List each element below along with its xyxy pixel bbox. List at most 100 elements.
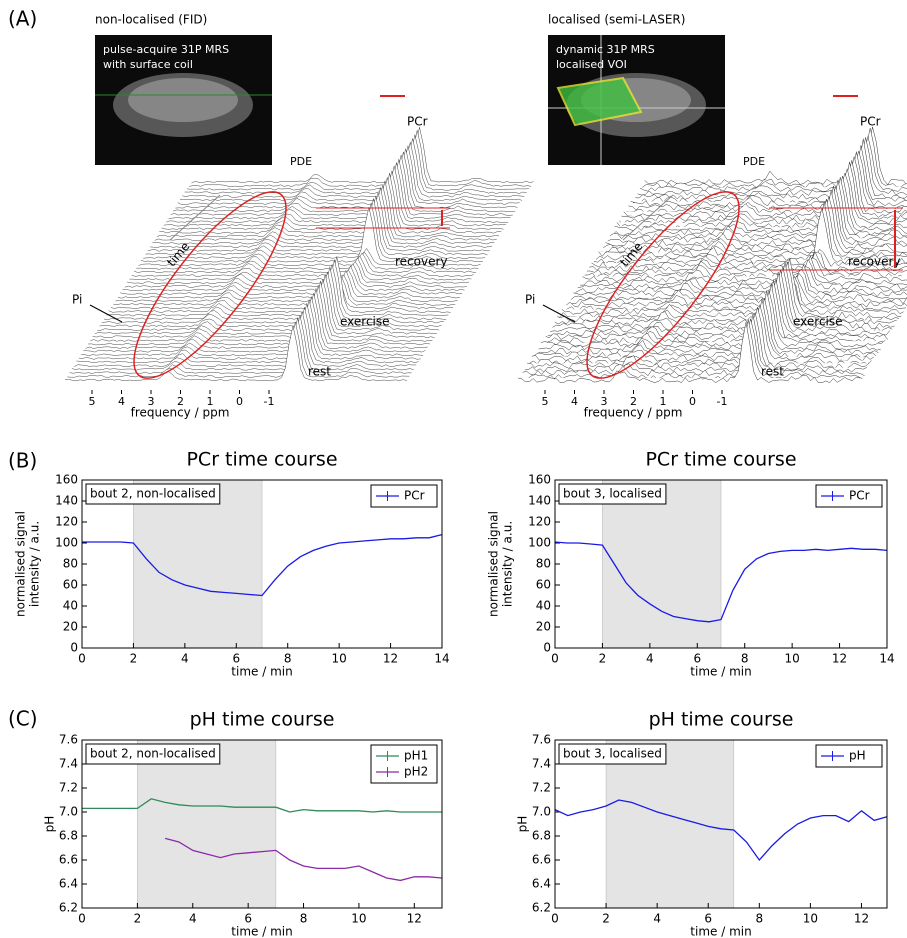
spectrum-trace (99, 271, 442, 328)
x-axis-label: time / min (231, 665, 292, 679)
spectrum-trace (94, 279, 437, 335)
spectrum-trace (177, 148, 520, 205)
y-axis-label: pH (516, 816, 530, 833)
peak-label: PCr (860, 115, 881, 129)
x-axis-label: time / min (231, 925, 292, 938)
spectrum-trace (122, 265, 465, 292)
y-tick-label: 7.6 (532, 733, 551, 747)
legend-label: pH1 (404, 749, 428, 763)
spectrum-trace (166, 165, 509, 223)
spectrum-trace (644, 126, 907, 186)
spectrum-trace (129, 257, 472, 281)
peak-label: Pi (525, 293, 535, 307)
x-tick-label: 12 (854, 912, 869, 926)
y-tick-label: 7.0 (59, 805, 78, 819)
spectrum-trace (630, 150, 907, 207)
x-tick-label: 3 (601, 395, 608, 408)
x-tick-label: 0 (551, 652, 559, 666)
spectrum-trace (108, 256, 451, 313)
spectrum-trace (545, 280, 888, 341)
x-tick-label: 8 (755, 912, 763, 926)
pi-pointer (89, 304, 123, 323)
spectrum-trace (639, 136, 907, 193)
spectrum-trace (538, 290, 881, 351)
spectrum-trace (563, 278, 907, 312)
spectrum-trace (106, 259, 449, 317)
phase-label: exercise (793, 315, 843, 329)
x-tick-label: 10 (332, 652, 347, 666)
y-tick-label: 20 (536, 620, 551, 634)
y-tick-label: 7.2 (59, 781, 78, 795)
x-tick-label: -1 (264, 395, 275, 408)
spectrum-trace (127, 261, 470, 285)
panel-title: localised (semi-LASER) (548, 13, 685, 27)
spectrum-trace (120, 269, 463, 295)
data-line (82, 533, 443, 597)
spectrum-trace (582, 255, 907, 283)
spectrum-trace (173, 154, 516, 213)
x-tick-label: 0 (551, 912, 559, 926)
legend-box (815, 744, 883, 768)
y-tick-label: 7.2 (532, 781, 551, 795)
spectrum-trace (81, 299, 424, 356)
spectrum-trace (577, 266, 907, 290)
spectrum-trace (527, 312, 870, 369)
spectrum-trace (163, 170, 506, 227)
y-tick-label: 6.6 (59, 853, 78, 867)
y-tick-label: 6.2 (532, 901, 551, 915)
x-tick-label: 0 (78, 912, 86, 926)
panel-label: (B) (8, 449, 37, 473)
pi-pointer (542, 304, 576, 323)
x-tick-label: 4 (646, 652, 654, 666)
spectrum-trace (115, 274, 458, 302)
spectrum-trace (110, 278, 454, 310)
plot-frame (554, 479, 888, 649)
mri-anatomy (128, 78, 238, 122)
spectrum-trace (159, 177, 502, 234)
y-tick-label: 140 (528, 494, 551, 508)
spectrum-trace (85, 293, 428, 349)
spectrum-trace (147, 195, 490, 252)
spectrum-trace (154, 185, 497, 241)
x-tick-label: 4 (181, 652, 189, 666)
image-caption: pulse-acquire 31P MRS (103, 43, 229, 56)
annotation: bout 2, non-localised (90, 487, 216, 501)
panel-label: (C) (8, 707, 38, 731)
peak-label: PDE (290, 155, 312, 168)
x-tick-label: 5 (89, 395, 96, 408)
spectrum-trace (570, 272, 907, 301)
phase-label: rest (308, 365, 331, 379)
spectrum-trace (566, 275, 907, 308)
x-tick-label: 14 (879, 652, 894, 666)
spectrum-trace (78, 303, 421, 360)
y-tick-label: 6.4 (59, 877, 78, 891)
legend-box (370, 484, 438, 508)
x-tick-label: 12 (407, 912, 422, 926)
spectrum-trace (593, 207, 907, 265)
spectrum-trace (179, 145, 523, 202)
x-tick-label: 1 (660, 395, 667, 408)
spectrum-trace (517, 322, 861, 384)
spectrum-trace (90, 285, 433, 342)
shaded-region (137, 739, 277, 909)
spectrum-trace (140, 207, 483, 263)
data-line (554, 541, 888, 623)
x-tick-label: 10 (803, 912, 818, 926)
spectrum-trace (87, 288, 431, 346)
spectrum-trace (557, 262, 900, 323)
y-tick-label: 6.8 (59, 829, 78, 843)
y-tick-label: 160 (55, 473, 78, 487)
x-tick-label: 2 (134, 912, 142, 926)
x-tick-label: 2 (630, 395, 637, 408)
spectrum-trace (550, 271, 893, 333)
x-tick-label: 0 (689, 395, 696, 408)
plot-frame (81, 739, 443, 909)
y-tick-label: 120 (55, 515, 78, 529)
data-line (82, 798, 442, 813)
legend-box (370, 744, 438, 784)
spectrum-trace (186, 134, 529, 191)
annotation-box (558, 743, 667, 765)
plot-frame (81, 479, 443, 649)
x-tick-label: 6 (704, 912, 712, 926)
